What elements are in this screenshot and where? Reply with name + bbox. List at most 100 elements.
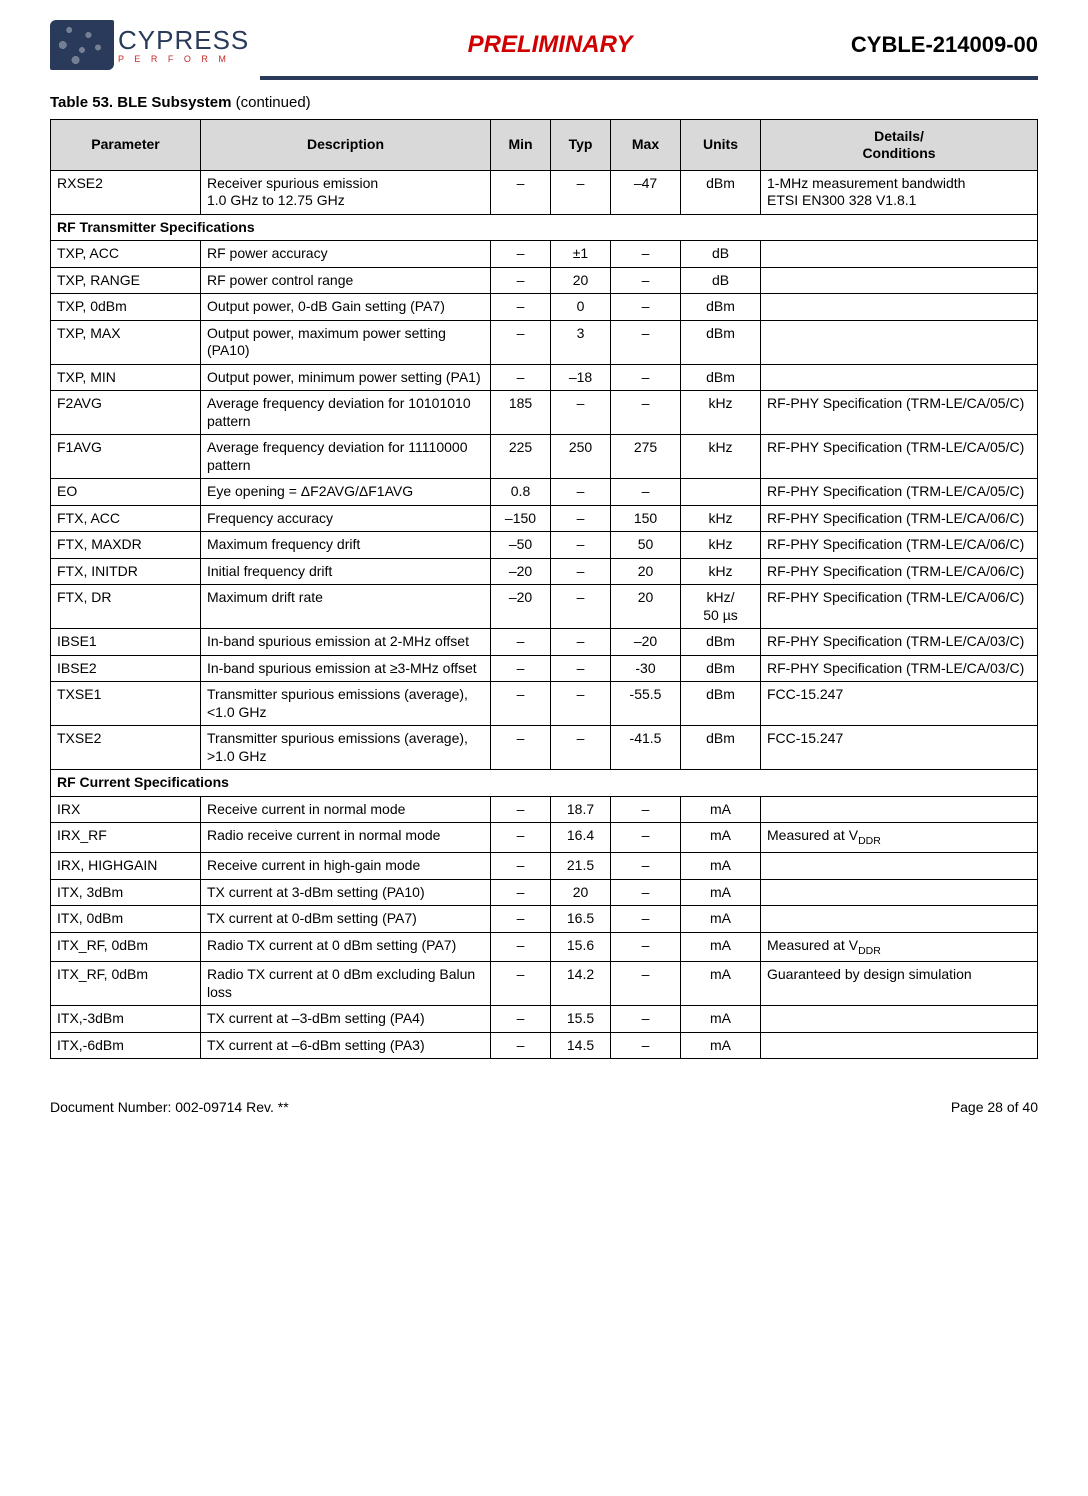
cell-max: – (611, 267, 681, 294)
logo-text: CYPRESS P E R F O R M (118, 27, 249, 64)
cell-typ: – (551, 505, 611, 532)
cell-typ: – (551, 558, 611, 585)
cell-units (681, 479, 761, 506)
cell-typ: – (551, 170, 611, 214)
cell-min: – (491, 629, 551, 656)
cell-max: -55.5 (611, 682, 681, 726)
table-row: ITX_RF, 0dBmRadio TX current at 0 dBm se… (51, 932, 1038, 962)
page-footer: Document Number: 002-09714 Rev. ** Page … (50, 1099, 1038, 1115)
preliminary-label: PRELIMINARY (249, 31, 851, 59)
cell-max: – (611, 796, 681, 823)
cell-units: kHz (681, 435, 761, 479)
cell-parameter: TXP, MIN (51, 364, 201, 391)
cell-max: – (611, 1032, 681, 1059)
cell-typ: 250 (551, 435, 611, 479)
cell-description: Output power, maximum power setting (PA1… (201, 320, 491, 364)
cell-min: –20 (491, 585, 551, 629)
cell-max: -30 (611, 655, 681, 682)
table-row: IRX, HIGHGAINReceive current in high-gai… (51, 853, 1038, 880)
cell-typ: 21.5 (551, 853, 611, 880)
table-row: ITX,-3dBmTX current at –3-dBm setting (P… (51, 1006, 1038, 1033)
cell-description: Radio TX current at 0 dBm setting (PA7) (201, 932, 491, 962)
cell-description: Maximum frequency drift (201, 532, 491, 559)
cell-units: mA (681, 932, 761, 962)
cell-max: – (611, 320, 681, 364)
cell-units: kHz (681, 532, 761, 559)
cell-typ: 20 (551, 879, 611, 906)
cell-min: – (491, 962, 551, 1006)
cell-parameter: EO (51, 479, 201, 506)
cell-max: – (611, 294, 681, 321)
part-number: CYBLE-214009-00 (851, 32, 1038, 58)
table-row: FTX, ACCFrequency accuracy–150–150kHzRF-… (51, 505, 1038, 532)
header-description: Description (201, 120, 491, 171)
cell-max: 50 (611, 532, 681, 559)
table-row: RXSE2Receiver spurious emission1.0 GHz t… (51, 170, 1038, 214)
cell-units: mA (681, 1032, 761, 1059)
cell-max: – (611, 853, 681, 880)
cell-details: 1-MHz measurement bandwidthETSI EN300 32… (761, 170, 1038, 214)
cell-typ: 20 (551, 267, 611, 294)
cell-details (761, 294, 1038, 321)
cell-details: RF-PHY Specification (TRM-LE/CA/03/C) (761, 655, 1038, 682)
cell-details: Guaranteed by design simulation (761, 962, 1038, 1006)
cell-description: Output power, 0-dB Gain setting (PA7) (201, 294, 491, 321)
cell-details (761, 906, 1038, 933)
cell-units: mA (681, 906, 761, 933)
footer-page-number: Page 28 of 40 (951, 1099, 1038, 1115)
footer-doc-number: Document Number: 002-09714 Rev. ** (50, 1099, 289, 1115)
cell-min: – (491, 932, 551, 962)
cell-min: – (491, 364, 551, 391)
cell-description: Transmitter spurious emissions (average)… (201, 726, 491, 770)
cell-description: RF power control range (201, 267, 491, 294)
cell-details: FCC-15.247 (761, 726, 1038, 770)
cell-units: dBm (681, 682, 761, 726)
cell-units: kHz (681, 505, 761, 532)
cell-units: kHz/50 µs (681, 585, 761, 629)
cell-typ: – (551, 585, 611, 629)
cell-parameter: IRX_RF (51, 823, 201, 853)
table-caption-bold: Table 53. BLE Subsystem (50, 94, 236, 111)
cell-units: dBm (681, 294, 761, 321)
cell-parameter: FTX, ACC (51, 505, 201, 532)
cell-min: – (491, 823, 551, 853)
cell-details (761, 879, 1038, 906)
cell-typ: – (551, 391, 611, 435)
cell-description: TX current at –3-dBm setting (PA4) (201, 1006, 491, 1033)
cell-min: –150 (491, 505, 551, 532)
table-row: RF Current Specifications (51, 770, 1038, 797)
cell-typ: – (551, 532, 611, 559)
header-parameter: Parameter (51, 120, 201, 171)
table-row: F1AVGAverage frequency deviation for 111… (51, 435, 1038, 479)
cell-details (761, 364, 1038, 391)
cell-min: 185 (491, 391, 551, 435)
cell-parameter: FTX, DR (51, 585, 201, 629)
cell-min: – (491, 682, 551, 726)
cypress-tree-icon (50, 20, 114, 70)
cell-max: –47 (611, 170, 681, 214)
brand-name: CYPRESS (118, 27, 249, 53)
table-row: TXP, MINOutput power, minimum power sett… (51, 364, 1038, 391)
cell-parameter: F2AVG (51, 391, 201, 435)
cell-max: – (611, 879, 681, 906)
cell-description: In-band spurious emission at 2-MHz offse… (201, 629, 491, 656)
brand-tagline: P E R F O R M (118, 55, 249, 64)
header-max: Max (611, 120, 681, 171)
cell-min: – (491, 906, 551, 933)
section-header-cell: RF Transmitter Specifications (51, 214, 1038, 241)
cell-units: dBm (681, 655, 761, 682)
cell-typ: ±1 (551, 241, 611, 268)
cell-min: – (491, 267, 551, 294)
cell-details: Measured at VDDR (761, 823, 1038, 853)
cell-description: Frequency accuracy (201, 505, 491, 532)
cell-units: mA (681, 879, 761, 906)
cell-units: dBm (681, 170, 761, 214)
cell-parameter: F1AVG (51, 435, 201, 479)
cell-units: dB (681, 241, 761, 268)
cell-max: –20 (611, 629, 681, 656)
cell-typ: 18.7 (551, 796, 611, 823)
cell-parameter: TXSE2 (51, 726, 201, 770)
cell-min: – (491, 879, 551, 906)
cell-max: -41.5 (611, 726, 681, 770)
cell-typ: 15.5 (551, 1006, 611, 1033)
